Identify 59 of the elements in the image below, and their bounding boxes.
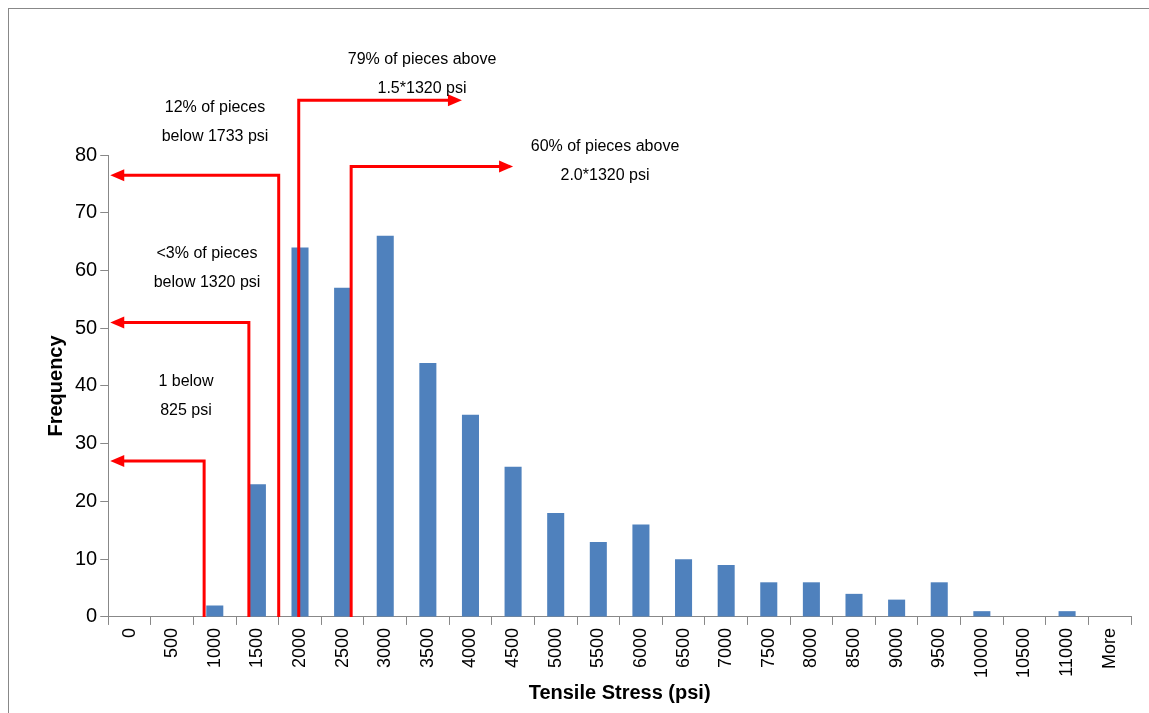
bar (675, 559, 693, 617)
bar (717, 564, 735, 617)
bar (504, 466, 522, 617)
y-tick-label: 70 (75, 200, 98, 223)
x-tick-label: 6000 (629, 627, 650, 668)
bar (760, 582, 778, 617)
bar (461, 414, 479, 617)
y-tick-label: 0 (86, 604, 98, 627)
x-tick-label: 8500 (842, 627, 863, 668)
bar (547, 513, 565, 617)
x-tick-label: 10500 (1013, 627, 1034, 679)
x-tick-label: 5500 (587, 627, 608, 668)
y-tick-label: 40 (75, 373, 98, 396)
text: 79% of pieces above 1.5*1320 psi (347, 49, 497, 98)
x-tick-label: 9000 (885, 627, 906, 668)
bar (930, 582, 948, 617)
annotation: <3% of pieces below 1320 psi (153, 243, 261, 292)
bar (888, 599, 906, 617)
y-tick-label: 60 (75, 258, 98, 280)
x-tick-label: 7500 (757, 627, 778, 668)
x-tick-label: 1000 (203, 627, 224, 668)
bar (802, 582, 820, 617)
bar (1058, 611, 1076, 617)
x-tick-label: 6500 (672, 627, 693, 668)
x-tick-label: 10000 (970, 627, 991, 679)
x-tick-label: 2000 (288, 627, 309, 668)
x-tick-label: 2500 (331, 627, 352, 668)
bar (419, 362, 437, 617)
bar (248, 484, 266, 617)
y-axis-title: Frequency (43, 334, 66, 437)
x-tick-label: 7000 (715, 627, 736, 668)
bar (845, 593, 863, 617)
y-tick-label: 10 (75, 546, 98, 569)
bar (376, 235, 394, 617)
bar (973, 611, 991, 617)
x-tick-label: 8000 (800, 627, 821, 668)
y-tick-label: 20 (75, 488, 98, 511)
annotation: 1 below 825 psi (158, 371, 214, 420)
bar (334, 287, 352, 617)
x-tick-label: More (1098, 627, 1119, 669)
x-tick-label: 1500 (246, 627, 267, 668)
bar (206, 605, 224, 617)
x-tick-label: 3000 (374, 627, 395, 668)
annotation: 60% of pieces above 2.0*1320 psi (530, 136, 680, 185)
x-tick-label: 500 (161, 627, 182, 658)
y-tick-label: 80 (75, 142, 98, 165)
x-tick-label: 5000 (544, 627, 565, 668)
bar (589, 541, 607, 617)
x-tick-label: 3500 (416, 627, 437, 668)
x-tick-label: 0 (118, 627, 139, 638)
x-axis-title: Tensile Stress (psi) (528, 680, 711, 703)
x-tick-label: 9500 (928, 627, 949, 668)
x-tick-label: 11000 (1056, 627, 1077, 677)
x-tick-label: 4000 (459, 627, 480, 668)
text: 12% of pieces below 1733 psi (161, 97, 269, 146)
y-tick-label: 50 (75, 315, 98, 338)
bar (632, 524, 650, 617)
y-tick-label: 30 (75, 431, 98, 454)
x-tick-label: 4500 (502, 627, 523, 668)
